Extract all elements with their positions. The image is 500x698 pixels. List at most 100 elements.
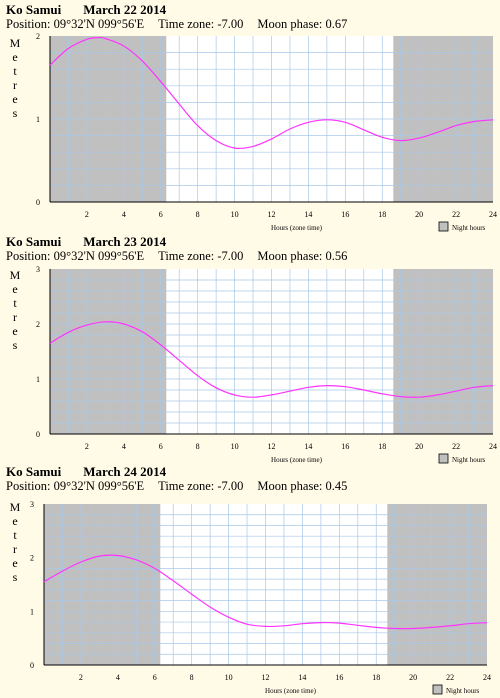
x-tick-label: 22	[452, 210, 460, 219]
panel-meta: Position: 09°32'N 099°56'E Time zone: -7.…	[6, 249, 361, 264]
x-tick-label: 16	[335, 673, 343, 682]
y-axis-label-letter: e	[12, 282, 18, 296]
x-tick-label: 10	[231, 442, 239, 451]
x-tick-label: 14	[304, 210, 312, 219]
night-band	[50, 269, 167, 434]
legend-label: Night hours	[452, 456, 486, 464]
x-tick-label: 24	[483, 673, 491, 682]
x-tick-label: 24	[489, 442, 497, 451]
x-tick-label: 2	[85, 442, 89, 451]
night-band	[387, 504, 487, 665]
y-tick-label: 2	[30, 554, 34, 563]
location-name: Ko Samui	[6, 234, 62, 249]
panel-date: March 24 2014	[83, 464, 167, 479]
x-tick-label: 16	[341, 210, 349, 219]
moon-phase-text: Moon phase: 0.45	[257, 479, 348, 493]
legend-label: Night hours	[452, 224, 486, 232]
x-tick-label: 22	[452, 442, 460, 451]
legend-swatch	[432, 684, 443, 695]
x-tick-label: 4	[122, 442, 126, 451]
timezone-text: Time zone: -7.00	[158, 17, 244, 31]
y-tick-label: 2	[36, 32, 40, 41]
x-tick-label: 18	[378, 442, 386, 451]
tide-curve	[49, 36, 494, 150]
y-axis-label-letter: M	[9, 268, 21, 282]
y-axis-label-letter: r	[13, 542, 17, 556]
panel-meta: Position: 09°32'N 099°56'E Time zone: -7.…	[6, 479, 361, 494]
x-axis-label: Hours (zone time)	[271, 224, 323, 232]
x-tick-label: 12	[262, 673, 270, 682]
x-tick-label: 4	[122, 210, 126, 219]
x-tick-label: 8	[196, 210, 200, 219]
x-axis-label: Hours (zone time)	[265, 687, 317, 695]
tide-panel-3: Ko Samui March 24 2014 Position: 09°32'N …	[0, 464, 500, 698]
y-axis-label-letter: e	[12, 556, 18, 570]
y-axis-label-letter: r	[13, 310, 17, 324]
y-axis-label-letter: e	[12, 514, 18, 528]
x-tick-label: 4	[116, 673, 120, 682]
y-tick-label: 1	[36, 375, 40, 384]
legend-swatch	[438, 221, 449, 232]
x-tick-label: 12	[268, 210, 276, 219]
x-axis-label: Hours (zone time)	[271, 456, 323, 464]
panel-date: March 22 2014	[83, 2, 167, 17]
x-tick-label: 24	[489, 210, 497, 219]
moon-phase-text: Moon phase: 0.67	[257, 17, 348, 31]
y-tick-label: 3	[30, 500, 34, 509]
tide-panel-1: Ko Samui March 22 2014 Position: 09°32'N …	[0, 2, 500, 232]
night-band	[393, 269, 493, 434]
y-axis-label-letter: s	[12, 570, 18, 584]
panel-title: Ko Samui March 24 2014	[6, 464, 166, 480]
y-axis-label-letter: t	[13, 296, 17, 310]
x-tick-label: 20	[415, 442, 423, 451]
x-tick-label: 16	[341, 442, 349, 451]
location-name: Ko Samui	[6, 464, 62, 479]
tide-curve	[49, 321, 494, 398]
location-name: Ko Samui	[6, 2, 62, 17]
x-tick-label: 14	[298, 673, 306, 682]
y-axis-label-letter: M	[9, 36, 21, 50]
x-tick-label: 22	[446, 673, 454, 682]
y-axis-label-letter: t	[13, 528, 17, 542]
timezone-text: Time zone: -7.00	[158, 249, 244, 263]
x-tick-label: 10	[231, 210, 239, 219]
y-tick-label: 1	[36, 115, 40, 124]
x-tick-label: 12	[268, 442, 276, 451]
y-tick-label: 0	[36, 430, 40, 439]
x-tick-label: 20	[415, 210, 423, 219]
panel-title: Ko Samui March 23 2014	[6, 234, 166, 250]
x-tick-label: 8	[196, 442, 200, 451]
position-text: Position: 09°32'N 099°56'E	[6, 249, 145, 263]
position-text: Position: 09°32'N 099°56'E	[6, 479, 145, 493]
tide-curve	[43, 554, 488, 630]
y-axis-label-letter: s	[12, 338, 18, 352]
y-tick-label: 3	[36, 265, 40, 274]
y-axis-label-letter: e	[12, 324, 18, 338]
x-tick-label: 14	[304, 442, 312, 451]
x-tick-label: 2	[79, 673, 83, 682]
x-tick-label: 20	[409, 673, 417, 682]
legend-swatch	[438, 453, 449, 464]
y-tick-label: 0	[36, 198, 40, 207]
x-tick-label: 6	[159, 442, 163, 451]
y-axis-label-letter: r	[13, 78, 17, 92]
y-axis-label-letter: s	[12, 106, 18, 120]
timezone-text: Time zone: -7.00	[158, 479, 244, 493]
x-tick-label: 18	[378, 210, 386, 219]
moon-phase-text: Moon phase: 0.56	[257, 249, 348, 263]
night-band	[44, 504, 161, 665]
panel-meta: Position: 09°32'N 099°56'E Time zone: -7.…	[6, 17, 361, 32]
y-tick-label: 1	[30, 607, 34, 616]
position-text: Position: 09°32'N 099°56'E	[6, 17, 145, 31]
x-tick-label: 10	[225, 673, 233, 682]
y-tick-label: 0	[30, 661, 34, 670]
y-axis-label-letter: M	[9, 500, 21, 514]
x-tick-label: 6	[159, 210, 163, 219]
panel-date: March 23 2014	[83, 234, 167, 249]
